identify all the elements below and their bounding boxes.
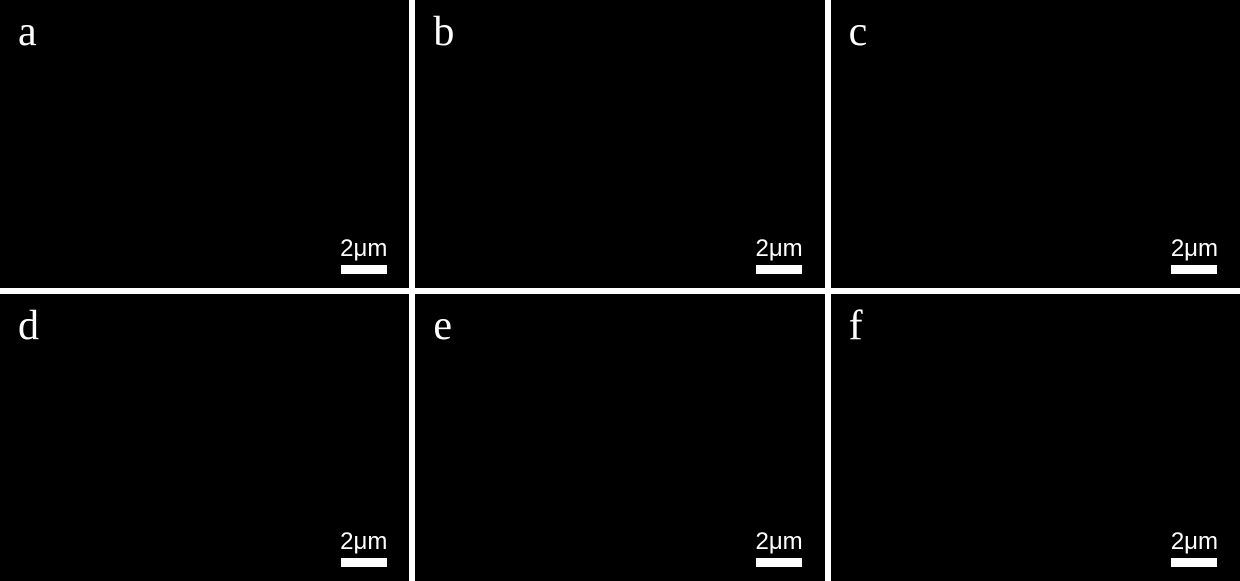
- panel-e: e 2μm: [415, 294, 824, 581]
- scale-bar-group: 2μm: [755, 530, 802, 567]
- scale-bar: [756, 558, 802, 567]
- scale-bar-group: 2μm: [1171, 237, 1218, 274]
- panel-label: d: [18, 302, 39, 350]
- scale-bar-group: 2μm: [1171, 530, 1218, 567]
- microscopy-figure-grid: a 2μm b 2μm c 2μm d 2μm e 2μm f: [0, 0, 1240, 581]
- scale-bar: [341, 265, 387, 274]
- panel-f: f 2μm: [831, 294, 1240, 581]
- panel-label: f: [849, 302, 863, 350]
- panel-label: b: [433, 8, 454, 56]
- scale-bar-group: 2μm: [340, 530, 387, 567]
- scale-bar-text: 2μm: [1171, 530, 1218, 554]
- panel-a: a 2μm: [0, 0, 409, 288]
- scale-bar-text: 2μm: [755, 530, 802, 554]
- scale-bar-group: 2μm: [755, 237, 802, 274]
- panel-d: d 2μm: [0, 294, 409, 581]
- scale-bar: [1171, 265, 1217, 274]
- scale-bar: [341, 558, 387, 567]
- scale-bar-text: 2μm: [340, 530, 387, 554]
- scale-bar-text: 2μm: [755, 237, 802, 261]
- panel-label: c: [849, 8, 868, 56]
- panel-b: b 2μm: [415, 0, 824, 288]
- scale-bar: [756, 265, 802, 274]
- scale-bar-text: 2μm: [1171, 237, 1218, 261]
- panel-label: a: [18, 8, 37, 56]
- scale-bar-text: 2μm: [340, 237, 387, 261]
- scale-bar: [1171, 558, 1217, 567]
- panel-c: c 2μm: [831, 0, 1240, 288]
- scale-bar-group: 2μm: [340, 237, 387, 274]
- panel-label: e: [433, 302, 452, 350]
